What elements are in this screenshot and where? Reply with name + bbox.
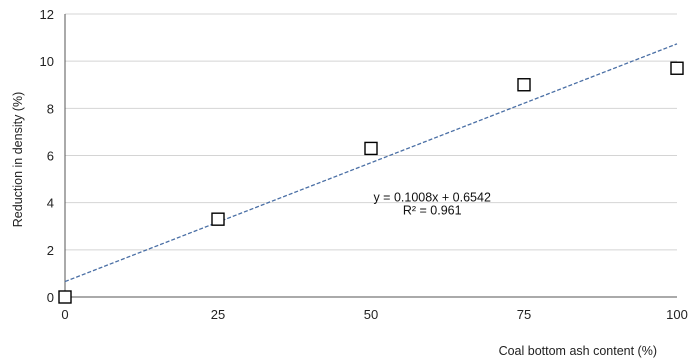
axes [64, 14, 677, 298]
data-point [517, 78, 531, 92]
x-tick-label: 0 [61, 307, 68, 322]
x-tick-labels: 0 25 50 75 100 [61, 307, 687, 322]
data-points [58, 61, 684, 304]
data-point [58, 290, 72, 304]
x-tick-label: 25 [211, 307, 225, 322]
y-tick-label: 12 [40, 7, 54, 22]
x-tick-label: 50 [364, 307, 378, 322]
trendline [64, 43, 678, 283]
x-axis-label: Coal bottom ash content (%) [499, 344, 657, 358]
data-point [364, 141, 378, 156]
y-axis-label: Reduction in density (%) [11, 92, 25, 227]
trendline-r-squared: R² = 0.961 [403, 203, 462, 217]
y-tick-label: 8 [47, 101, 54, 116]
data-point [670, 61, 684, 75]
data-point [211, 212, 225, 226]
y-tick-label: 0 [47, 290, 54, 305]
trendline-equation: y = 0.1008x + 0.6542 [373, 190, 491, 204]
y-tick-label: 6 [47, 149, 54, 164]
y-tick-label: 10 [40, 54, 54, 69]
y-tick-label: 2 [47, 243, 54, 258]
x-tick-label: 100 [666, 307, 688, 322]
y-tick-labels: 0 2 4 6 8 10 12 [40, 7, 54, 305]
gridlines [65, 13, 677, 251]
trendline-group [64, 43, 678, 283]
y-tick-label: 4 [47, 196, 54, 211]
x-tick-label: 75 [517, 307, 531, 322]
